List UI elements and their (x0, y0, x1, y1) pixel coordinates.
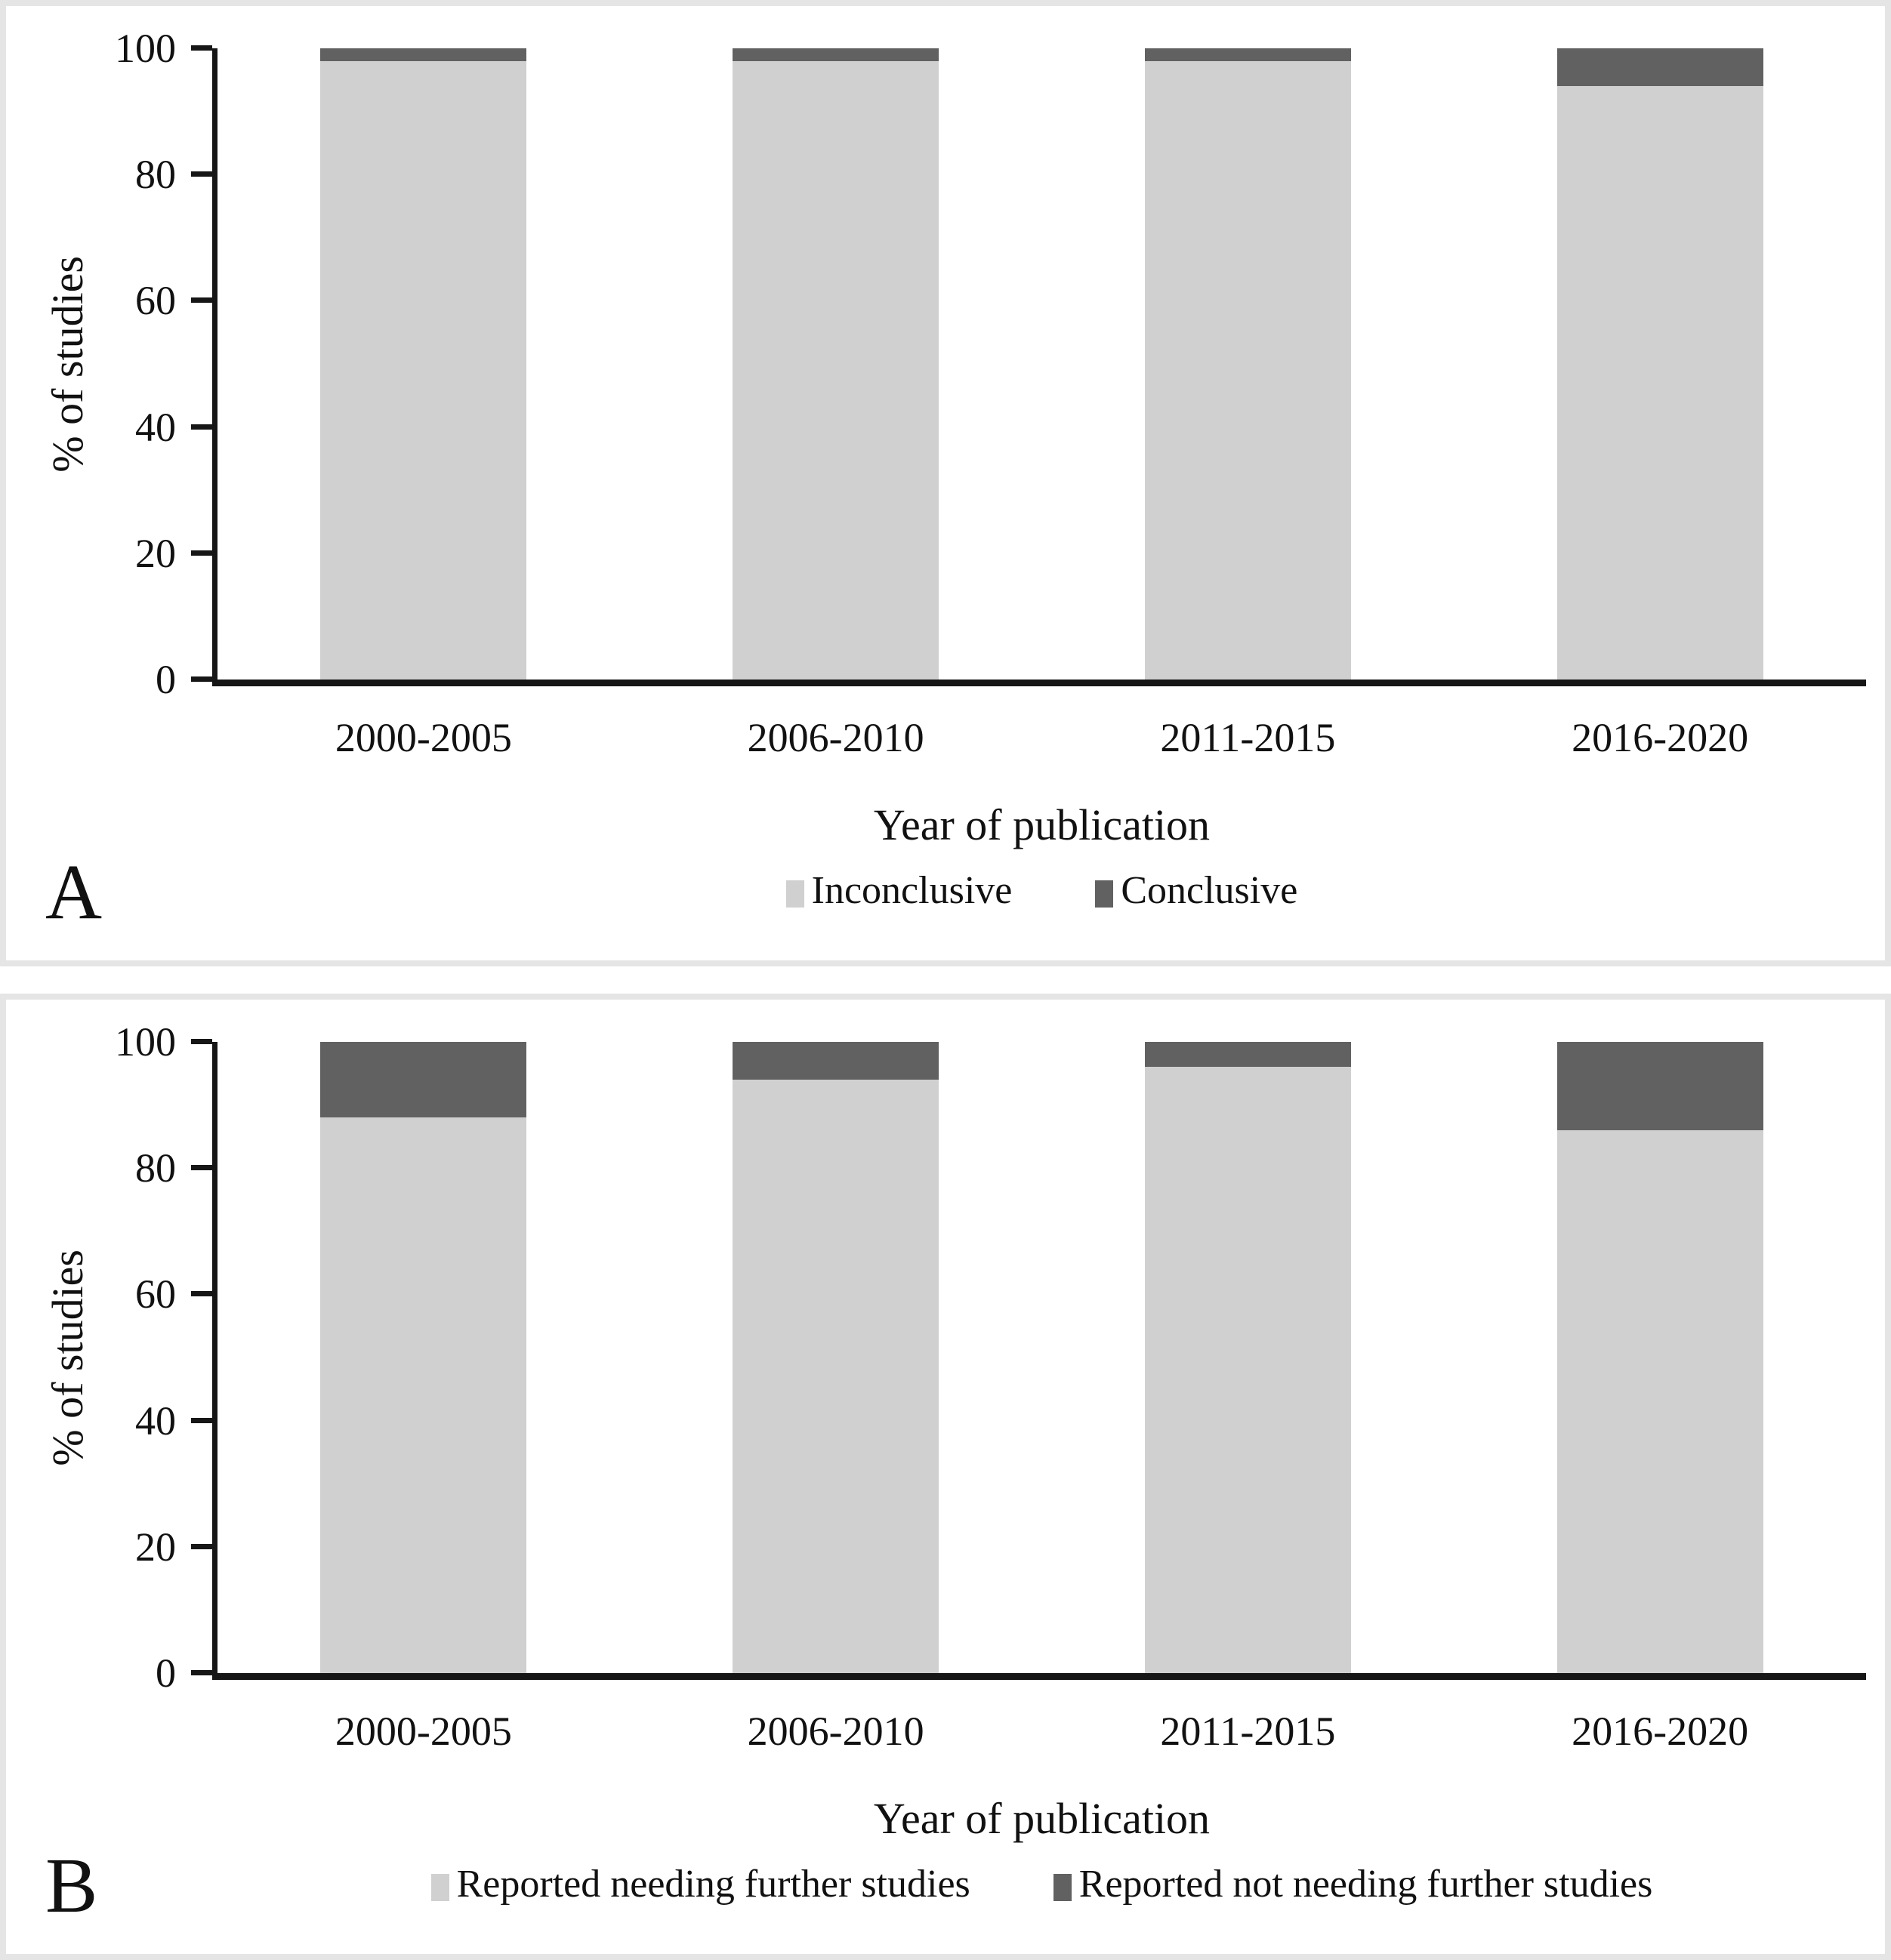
bar-segment-reported-not-needing-further-studies (320, 1042, 527, 1118)
y-tick-label: 80 (135, 152, 176, 198)
panel-letter-b: B (45, 1842, 98, 1929)
bar-segment-reported-not-needing-further-studies (1556, 1042, 1763, 1131)
x-tick-label: 2000-2005 (335, 1709, 512, 1754)
legend-marker (785, 880, 804, 908)
legend-item: Inconclusive (785, 869, 1013, 912)
y-tick-label: 0 (156, 657, 176, 702)
y-tick-mark (191, 1039, 212, 1044)
x-tick-label: 2006-2010 (747, 715, 924, 760)
stacked-bar (1144, 48, 1351, 680)
bars-container (217, 1042, 1866, 1673)
panel-b: % of studies 0 20 40 60 80 100 2000-2005 2006-… (0, 994, 1891, 1960)
y-tick-label: 0 (156, 1650, 176, 1696)
y-tick-label: 20 (135, 1524, 176, 1570)
x-tick-label: 2011-2015 (1160, 1709, 1336, 1754)
bar-group (630, 48, 1042, 680)
x-tick-label: 2016-2020 (1572, 1709, 1749, 1754)
x-tick-label: 2006-2010 (747, 1709, 924, 1754)
bar-segment-reported-needing-further-studies (1556, 1130, 1763, 1673)
bar-group (630, 1042, 1042, 1673)
x-tick-labels: 2000-2005 2006-2010 2011-2015 2016-2020 (217, 714, 1866, 761)
bar-segment-conclusive (320, 48, 527, 61)
y-axis-title-wrap: % of studies (42, 1042, 93, 1673)
x-tick-label: 2011-2015 (1160, 715, 1336, 760)
stacked-bar (320, 48, 527, 680)
bar-segment-inconclusive (320, 60, 527, 680)
stacked-bar (1556, 1042, 1763, 1673)
y-tick-mark (191, 1670, 212, 1675)
bar-segment-reported-needing-further-studies (320, 1117, 527, 1673)
y-tick-label: 60 (135, 278, 176, 324)
bar-segment-reported-not-needing-further-studies (733, 1042, 939, 1080)
x-axis-title: Year of publication (873, 1794, 1211, 1843)
y-tick-mark (191, 1417, 212, 1423)
stacked-bar (320, 1042, 527, 1673)
legend-label: Inconclusive (811, 869, 1013, 912)
legend-marker (1095, 880, 1114, 908)
bar-group (1042, 1042, 1454, 1673)
stacked-bar (1556, 48, 1763, 680)
bar-segment-inconclusive (733, 60, 939, 680)
bar-segment-reported-needing-further-studies (1144, 1067, 1351, 1673)
x-tick-label: 2000-2005 (335, 715, 512, 760)
legend-item: Reported not needing further studies (1053, 1863, 1653, 1906)
bar-segment-reported-not-needing-further-studies (1144, 1042, 1351, 1068)
bar-segment-inconclusive (1144, 60, 1351, 680)
y-tick-label: 40 (135, 404, 176, 450)
panel-a: % of studies 0 20 40 60 80 100 2000-2005 2006-… (0, 0, 1891, 966)
y-tick-mark (191, 1543, 212, 1549)
bar-segment-conclusive (733, 48, 939, 61)
bar-group (217, 48, 630, 680)
bar-group (1042, 48, 1454, 680)
legend: Inconclusive Conclusive (217, 871, 1866, 911)
stacked-bar (1144, 1042, 1351, 1673)
y-axis-title-wrap: % of studies (42, 48, 93, 680)
panel-letter-a: A (45, 849, 103, 935)
y-tick-label: 20 (135, 530, 176, 576)
y-tick-label: 80 (135, 1145, 176, 1191)
bar-segment-inconclusive (1556, 86, 1763, 680)
x-axis-title: Year of publication (873, 800, 1211, 849)
y-tick-mark (191, 45, 212, 51)
y-axis-title: % of studies (43, 255, 92, 473)
bar-group (1454, 48, 1866, 680)
bar-segment-reported-needing-further-studies (733, 1080, 939, 1673)
y-tick-label: 100 (115, 1019, 176, 1065)
y-tick-mark (191, 1165, 212, 1171)
legend-marker (430, 1874, 449, 1901)
bar-segment-conclusive (1144, 48, 1351, 61)
bar-group (217, 1042, 630, 1673)
legend-label: Conclusive (1121, 869, 1298, 912)
y-tick-mark (191, 171, 212, 177)
x-tick-labels: 2000-2005 2006-2010 2011-2015 2016-2020 (217, 1708, 1866, 1755)
legend-item: Conclusive (1095, 871, 1297, 911)
y-tick-mark (191, 424, 212, 430)
stacked-bar (733, 1042, 939, 1673)
y-tick-mark (191, 676, 212, 682)
y-tick-mark (191, 1291, 212, 1297)
plot-area: 0 20 40 60 80 100 (115, 28, 1866, 700)
y-tick-mark (191, 297, 212, 304)
legend-marker (1053, 1874, 1072, 1901)
legend-item: Reported needing further studies (430, 1863, 970, 1906)
y-tick-label: 60 (135, 1271, 176, 1317)
bar-segment-conclusive (1556, 48, 1763, 87)
plot-area: 0 20 40 60 80 100 (115, 1022, 1866, 1693)
y-tick-mark (191, 550, 212, 556)
bars-container (217, 48, 1866, 680)
x-tick-label: 2016-2020 (1572, 715, 1749, 760)
stacked-bar (733, 48, 939, 680)
y-tick-label: 40 (135, 1398, 176, 1444)
legend-label: Reported needing further studies (456, 1863, 970, 1906)
legend-label: Reported not needing further studies (1078, 1863, 1653, 1906)
y-axis-title: % of studies (43, 1249, 92, 1466)
bar-group (1454, 1042, 1866, 1673)
legend: Reported needing further studies Reported… (217, 1865, 1866, 1904)
y-tick-label: 100 (115, 26, 176, 71)
